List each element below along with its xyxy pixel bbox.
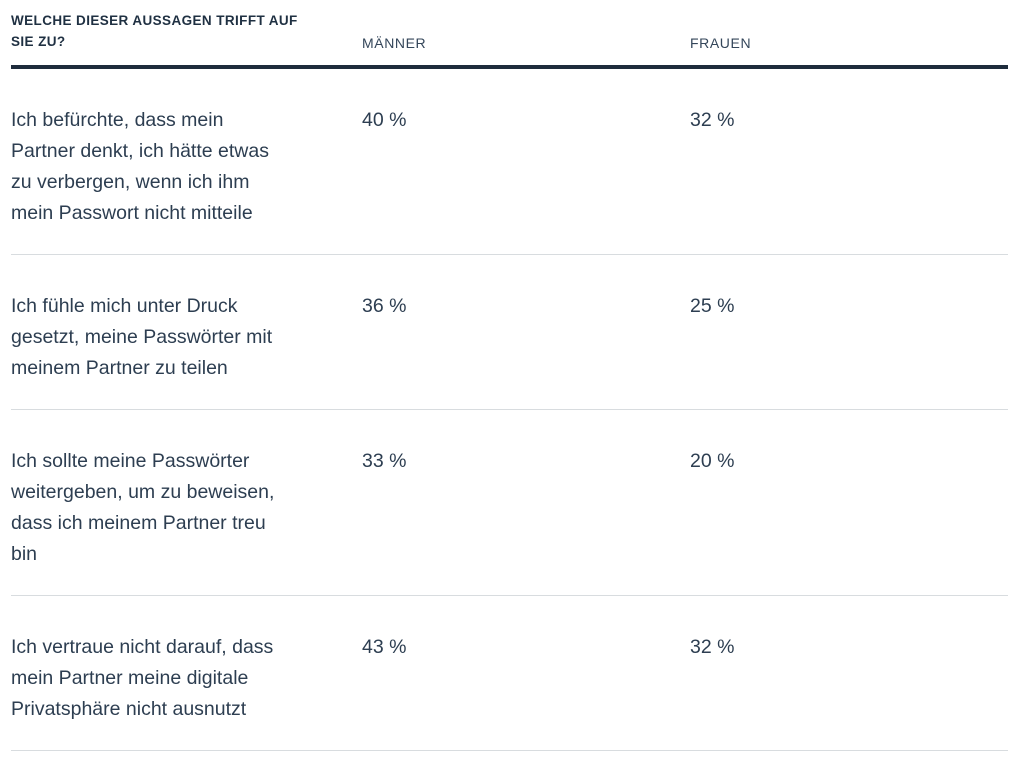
maenner-value: 33 % <box>362 450 407 472</box>
table-row: Ich sollte meine Passwörter weitergeben,… <box>11 410 1008 596</box>
table-header-row: WELCHE DIESER AUSSAGEN TRIFFT AUF SIE ZU… <box>11 0 1008 69</box>
survey-table: WELCHE DIESER AUSSAGEN TRIFFT AUF SIE ZU… <box>11 0 1008 751</box>
statement-cell: Ich vertraue nicht darauf, dass mein Par… <box>11 636 274 720</box>
statement-cell: Ich fühle mich unter Druck gesetzt, mein… <box>11 295 273 379</box>
frauen-value: 25 % <box>690 295 735 317</box>
table-row: Ich vertraue nicht darauf, dass mein Par… <box>11 596 1008 751</box>
statement-cell: Ich befürchte, dass mein Partner denkt, … <box>11 109 269 224</box>
frauen-value: 32 % <box>690 109 735 131</box>
maenner-value: 40 % <box>362 109 407 131</box>
maenner-value: 43 % <box>362 636 407 658</box>
frauen-value: 20 % <box>690 450 735 472</box>
table-title: WELCHE DIESER AUSSAGEN TRIFFT AUF SIE ZU… <box>11 13 298 49</box>
frauen-value: 32 % <box>690 636 735 658</box>
statement-cell: Ich sollte meine Passwörter weitergeben,… <box>11 450 275 565</box>
table-row: Ich fühle mich unter Druck gesetzt, mein… <box>11 255 1008 410</box>
column-header-maenner: MÄNNER <box>362 35 427 51</box>
maenner-value: 36 % <box>362 295 407 317</box>
column-header-frauen: FRAUEN <box>690 35 752 51</box>
table-row: Ich befürchte, dass mein Partner denkt, … <box>11 69 1008 255</box>
